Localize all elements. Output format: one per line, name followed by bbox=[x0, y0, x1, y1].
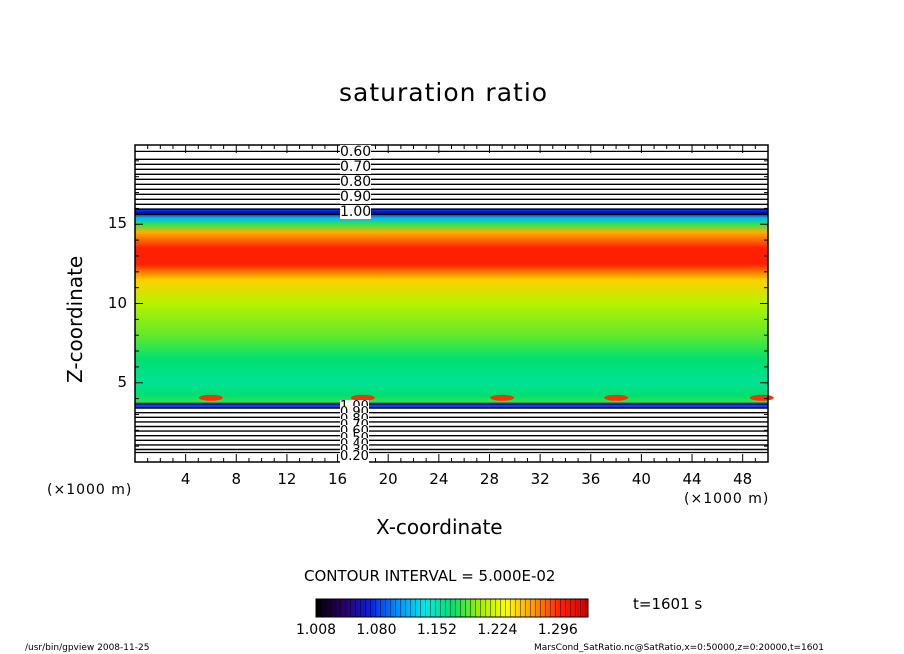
axis-ticks bbox=[135, 145, 768, 462]
contour-label: 0.90 bbox=[340, 189, 372, 205]
footer-left: /usr/bin/gpview 2008-11-25 bbox=[25, 643, 150, 653]
x-tick-label: 32 bbox=[530, 470, 550, 488]
x-tick-label: 24 bbox=[429, 470, 449, 488]
colorbar-hatch bbox=[316, 599, 588, 617]
colorbar-frame bbox=[315, 598, 589, 618]
colorbar-tick-label: 1.008 bbox=[295, 622, 337, 638]
footer-right: MarsCond_SatRatio.nc@SatRatio,x=0:50000,… bbox=[534, 643, 824, 653]
x-unit-label-left: (×1000 m) bbox=[47, 482, 133, 498]
chart-title: saturation ratio bbox=[339, 78, 549, 107]
x-tick-label: 12 bbox=[277, 470, 297, 488]
x-unit-label-right: (×1000 m) bbox=[684, 491, 770, 507]
x-tick-label: 44 bbox=[682, 470, 702, 488]
x-tick-label: 16 bbox=[328, 470, 348, 488]
y-tick-label: 5 bbox=[117, 372, 127, 391]
x-tick-label: 20 bbox=[378, 470, 398, 488]
x-tick-label: 8 bbox=[231, 470, 242, 488]
contour-label: 0.80 bbox=[340, 174, 372, 190]
contour-label: 0.60 bbox=[340, 144, 372, 160]
time-label: t=1601 s bbox=[633, 595, 703, 613]
field-blob bbox=[604, 394, 629, 401]
y-axis-label: Z-coordinate bbox=[63, 255, 87, 383]
y-tick-label: 10 bbox=[107, 293, 127, 312]
field-lower-edge bbox=[135, 404, 768, 408]
field-blob bbox=[749, 394, 774, 401]
field-blob bbox=[490, 394, 515, 401]
contour-interval-label: CONTOUR INTERVAL = 5.000E-02 bbox=[304, 567, 556, 585]
colorbar bbox=[315, 598, 589, 618]
x-tick-label: 4 bbox=[180, 470, 191, 488]
x-tick-label: 36 bbox=[581, 470, 601, 488]
saturation-field bbox=[135, 208, 774, 408]
x-tick-label: 28 bbox=[479, 470, 500, 488]
y-tick-label: 15 bbox=[107, 214, 127, 233]
colorbar-tick-label: 1.296 bbox=[537, 622, 578, 638]
contour-label: 0.70 bbox=[340, 159, 372, 175]
field-blob bbox=[350, 394, 375, 401]
colorbar-tick-label: 1.152 bbox=[416, 622, 457, 638]
x-axis-label: X-coordinate bbox=[376, 515, 503, 539]
colorbar-tick-label: 1.224 bbox=[477, 622, 518, 638]
contour-label: 1.00 bbox=[340, 204, 372, 220]
contour-label: 0.20 bbox=[340, 449, 369, 465]
colorbar-tick-label: 1.080 bbox=[356, 622, 397, 638]
x-tick-label: 48 bbox=[733, 470, 753, 488]
field-blob bbox=[198, 394, 223, 401]
field-band bbox=[135, 208, 768, 406]
x-tick-label: 40 bbox=[631, 470, 651, 488]
contour-lines bbox=[135, 150, 768, 454]
